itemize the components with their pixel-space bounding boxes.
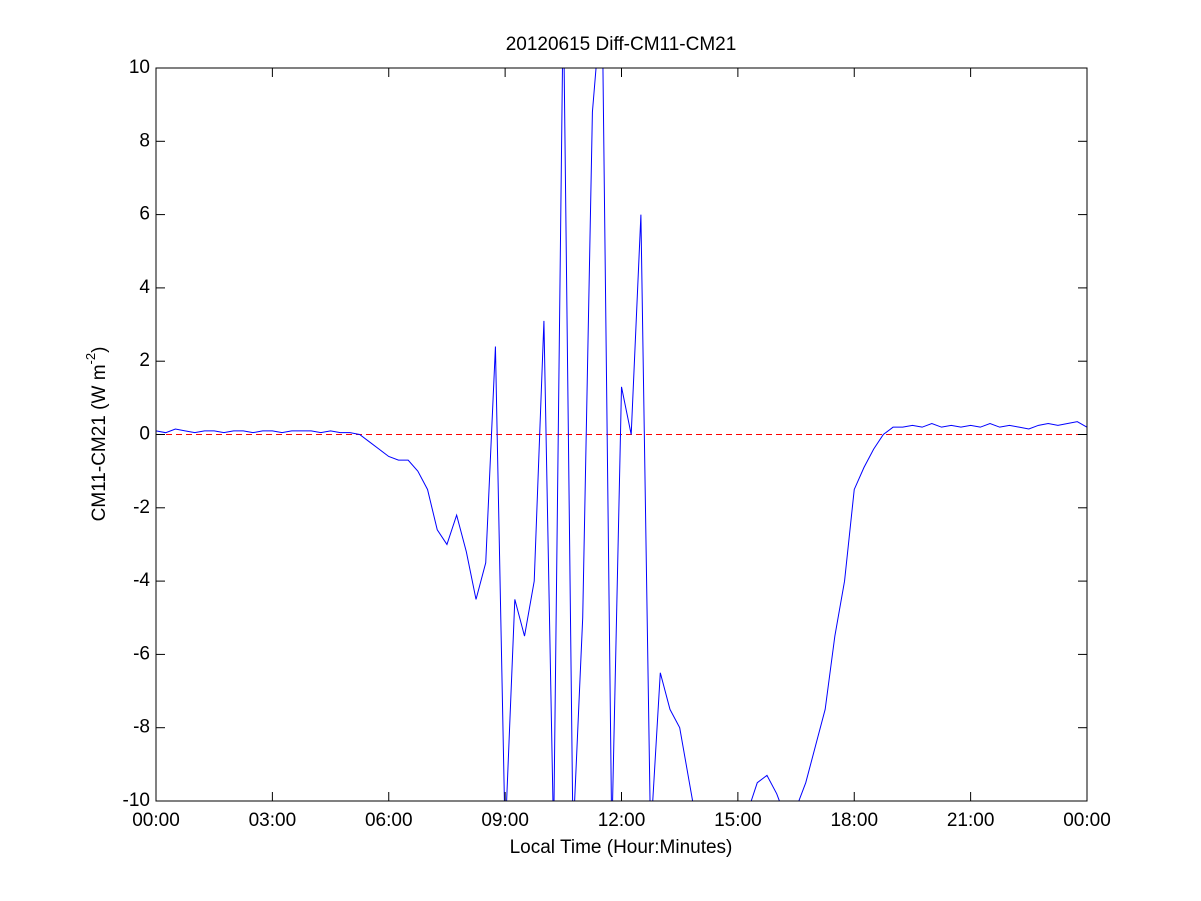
x-tick-label: 21:00 xyxy=(947,810,995,831)
x-tick-label: 00:00 xyxy=(132,810,180,831)
y-axis-label-exponent: -2 xyxy=(83,353,98,365)
y-axis-label-main: CM11-CM21 (W m xyxy=(89,364,110,521)
x-tick-label: 00:00 xyxy=(1063,810,1111,831)
y-tick-label: 0 xyxy=(139,424,150,445)
y-axis-label: CM11-CM21 (W m-2) xyxy=(83,347,110,522)
y-tick-label: 4 xyxy=(139,277,150,298)
x-tick-label: 18:00 xyxy=(830,810,878,831)
x-tick-label: 12:00 xyxy=(598,810,646,831)
x-tick-label: 15:00 xyxy=(714,810,762,831)
x-tick-label: 03:00 xyxy=(249,810,297,831)
x-tick-label: 06:00 xyxy=(365,810,413,831)
y-tick-label: 10 xyxy=(129,57,150,78)
chart-title: 20120615 Diff-CM11-CM21 xyxy=(506,34,737,55)
y-tick-label: -8 xyxy=(133,717,150,738)
y-tick-label: -6 xyxy=(133,643,150,664)
y-tick-label: -10 xyxy=(123,790,150,811)
y-tick-label: 8 xyxy=(139,130,150,151)
data-line xyxy=(156,68,1087,801)
x-tick-label: 09:00 xyxy=(481,810,529,831)
x-axis-label: Local Time (Hour:Minutes) xyxy=(510,837,733,858)
y-tick-label: -4 xyxy=(133,570,150,591)
y-tick-label: 6 xyxy=(139,204,150,225)
y-tick-label: 2 xyxy=(139,350,150,371)
y-tick-label: -2 xyxy=(133,497,150,518)
y-axis-label-end: ) xyxy=(89,347,110,353)
